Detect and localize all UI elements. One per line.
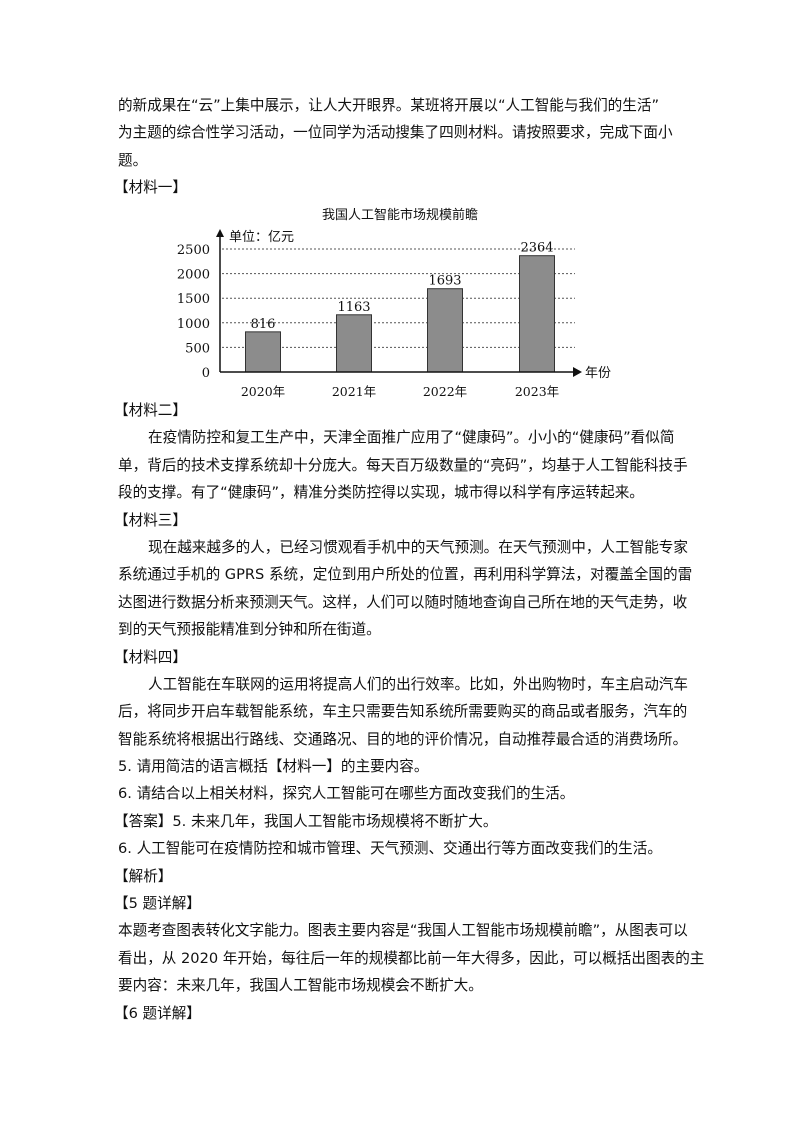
x-axis-label: 年份 (585, 366, 611, 381)
material2: 【材料二】 在疫情防控和复工生产中，天津全面推广应用了“健康码”。小小的“健康码… (114, 397, 705, 1027)
y-tick-label: 2000 (177, 268, 210, 283)
material4-heading: 【材料四】 (114, 648, 187, 666)
y-tick-label: 1500 (177, 292, 210, 307)
x-tick-label: 2020年 (241, 384, 285, 399)
x-tick-label: 2023年 (515, 384, 559, 399)
text-line: 现在越来越多的人，已经习惯观看手机中的天气预测。在天气预测中，人工智能专家 (148, 538, 688, 556)
text-line: 后，将同步开启车载智能系统，车主只需要告知系统所需要购买的商品或者服务，汽车的 (118, 703, 688, 721)
bar-2023年 (519, 255, 555, 373)
text-line: 要内容：未来几年，我国人工智能市场规模会不断扩大。 (118, 977, 483, 995)
intro-paragraph: 的新成果在“云”上集中展示，让人大开眼界。某班将开展以“人工智能与我们的生活” … (114, 92, 698, 202)
analysis-heading: 【解析】 (114, 867, 173, 885)
text-line: 人工智能在车联网的运用将提高人们的出行效率。比如，外出购物时，车主启动汽车 (148, 675, 688, 693)
text-line: 在疫情防控和复工生产中，天津全面推广应用了“健康码”。小小的“健康码”看似简 (148, 429, 675, 447)
unit-label: 单位：亿元 (229, 230, 294, 245)
y-tick-label: 2500 (177, 243, 210, 258)
x-tick-label: 2021年 (332, 384, 376, 399)
question-5: 5. 请用简洁的语言概括【材料一】的主要内容。 (118, 758, 429, 776)
material2-heading: 【材料二】 (114, 402, 187, 419)
data-label: 1163 (337, 300, 370, 315)
y-tick-label: 0 (202, 366, 210, 381)
x-tick-label: 2022年 (423, 384, 467, 399)
data-label: 816 (251, 317, 276, 332)
y-tick-label: 500 (185, 341, 210, 356)
answer-6: 6. 人工智能可在疫情防控和城市管理、天气预测、交通出行等方面改变我们的生活。 (118, 840, 662, 858)
text-line: 达图进行数据分析来预测天气。这样，人们可以随时随地查询自己所在地的天气走势，收 (118, 593, 688, 611)
text-line: 看出，从 2020 年开始，每往后一年的规模都比前一年大得多，因此，可以概括出图… (118, 949, 705, 967)
y-axis-arrow (216, 229, 224, 237)
bar-2022年 (427, 288, 463, 373)
material3-heading: 【材料三】 (114, 511, 187, 529)
market-size-chart: 我国人工智能市场规模前瞻 单位：亿元 05001000150020002500 … (177, 207, 611, 399)
text-line: 单，背后的技术支撑系统却十分庞大。每天百万级数量的“亮码”，均基于人工智能科技手 (118, 456, 688, 474)
y-tick-label: 1000 (177, 317, 210, 332)
q6-detail-heading: 【6 题详解】 (114, 1004, 201, 1022)
text-line: 到的天气预报能精准到分钟和所在街道。 (118, 621, 381, 639)
text-line: 系统通过手机的 GPRS 系统，定位到用户所处的位置，再利用科学算法，对覆盖全国… (118, 566, 693, 584)
bar-2020年 (245, 331, 281, 373)
text-line: 本题考查图表转化文字能力。图表主要内容是“我国人工智能市场规模前瞻”，从图表可以 (118, 922, 688, 940)
text-line: 的新成果在“云”上集中展示，让人大开眼界。某班将开展以“人工智能与我们的生活” (118, 97, 660, 114)
text-line: 智能系统将根据出行路线、交通路况、目的地的评价情况，自动推荐最合适的消费场所。 (118, 730, 688, 748)
text-line: 为主题的综合性学习活动，一位同学为活动搜集了四则材料。请按照要求，完成下面小 (118, 124, 673, 142)
x-axis-arrow (573, 367, 582, 377)
text-line: 题。 (118, 151, 148, 169)
text-line: 段的支撑。有了“健康码”，精准分类防控得以实现，城市得以科学有序运转起来。 (118, 484, 644, 502)
q5-detail-heading: 【5 题详解】 (114, 895, 201, 913)
material1-heading: 【材料一】 (114, 179, 187, 197)
bar-2021年 (336, 314, 372, 373)
data-label: 1693 (428, 274, 461, 289)
question-6: 6. 请结合以上相关材料，探究人工智能可在哪些方面改变我们的生活。 (118, 785, 575, 803)
chart-title: 我国人工智能市场规模前瞻 (322, 207, 478, 223)
answer-5: 【答案】5. 未来几年，我国人工智能市场规模将不断扩大。 (114, 812, 498, 830)
data-label: 2364 (520, 241, 553, 256)
